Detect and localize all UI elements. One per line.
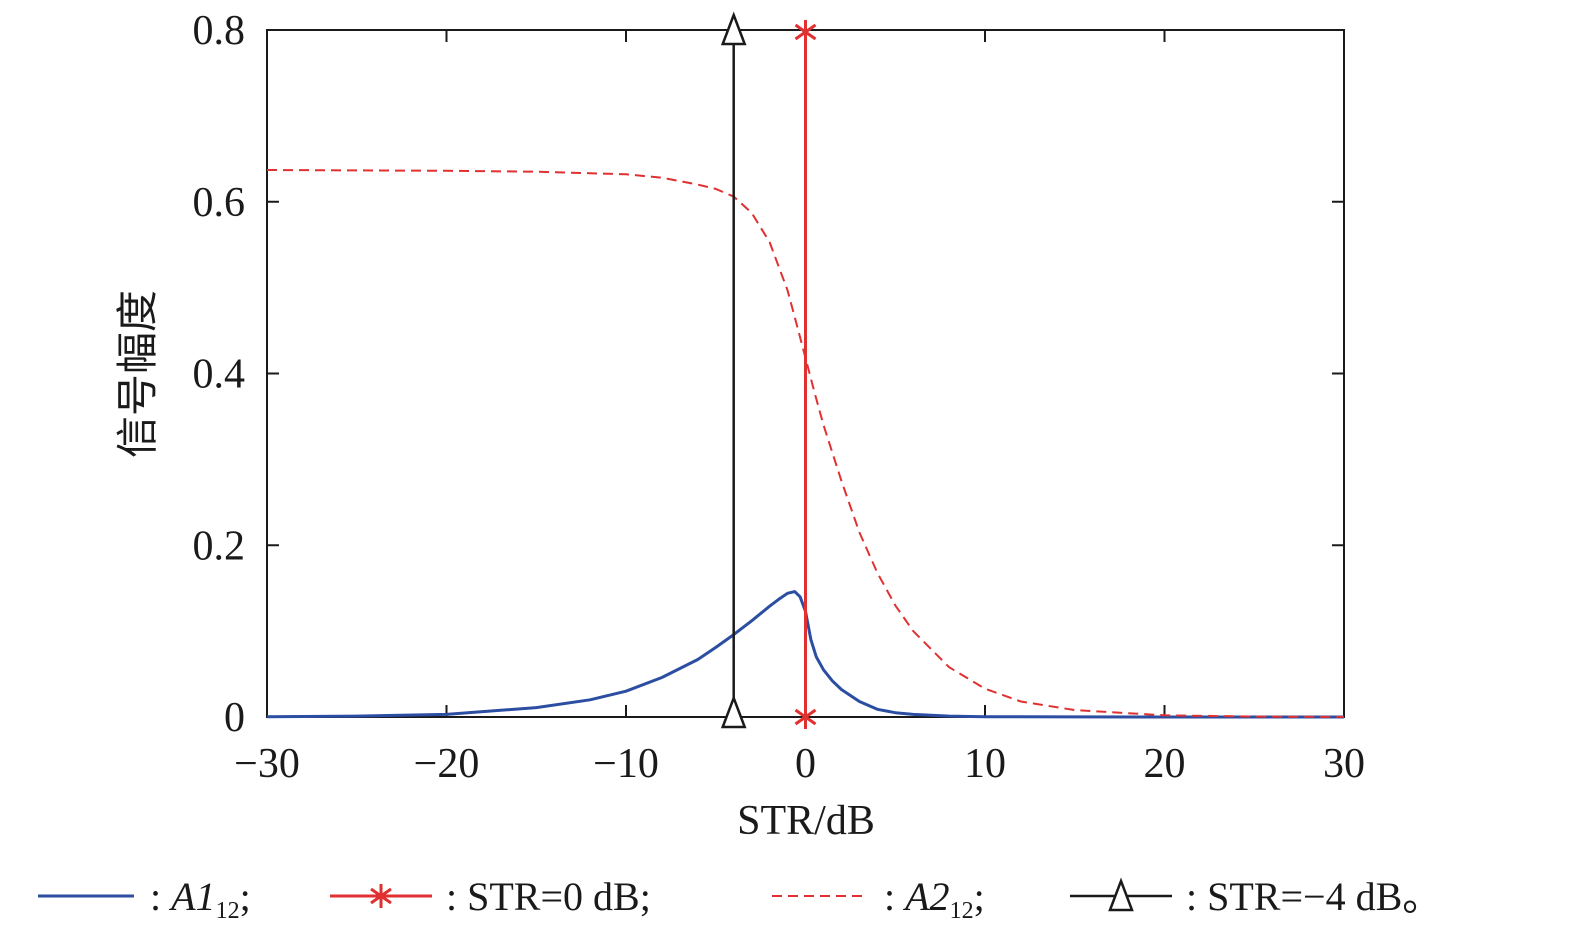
x-tick-label: −20 [414, 741, 480, 787]
y-tick-label: 0 [224, 695, 245, 741]
y-tick-label: 0.8 [193, 8, 246, 54]
axis-ticks: −30 −20 −10 0 10 20 30 0 0.2 0.4 0.6 0.8 [193, 8, 1366, 787]
series-line-a2-12 [266, 169, 1345, 718]
y-axis-label: 信号幅度 [116, 290, 162, 458]
legend-triangle-icon [1108, 877, 1134, 912]
x-tick-label: 20 [1144, 741, 1186, 787]
x-axis-label: STR/dB [737, 798, 875, 844]
x-tick-label: −30 [234, 741, 300, 787]
x-tick-label: 0 [795, 741, 816, 787]
legend-label: : A112; [150, 874, 251, 924]
legend-label: : A212; [884, 874, 985, 924]
legend-item: : STR=−4 dB。 [1070, 874, 1442, 919]
marker-layer [720, 11, 817, 729]
y-tick-label: 0.4 [193, 352, 246, 398]
asterisk-marker-bottom [794, 705, 817, 729]
y-tick-label: 0.6 [193, 180, 246, 226]
y-tick-label: 0.2 [193, 523, 246, 569]
x-tick-label: 30 [1323, 741, 1365, 787]
legend-label: : STR=0 dB; [446, 874, 651, 919]
triangle-marker-top [720, 11, 747, 46]
legend-item: : STR=0 dB; [330, 874, 651, 919]
legend-item: : A212; [772, 874, 985, 924]
series-layer [266, 169, 1345, 719]
x-tick-label: −10 [593, 741, 659, 787]
legend: : A112; : STR=0 dB; : A212; : STR=−4 dB。 [38, 874, 1442, 924]
legend-item: : A112; [38, 874, 251, 924]
legend-asterisk-icon [370, 884, 392, 908]
series-line-a1-12 [266, 590, 1344, 719]
triangle-marker-bottom [720, 694, 747, 729]
x-tick-label: 10 [964, 741, 1006, 787]
legend-label: : STR=−4 dB。 [1186, 874, 1442, 919]
asterisk-marker-top [794, 20, 817, 44]
